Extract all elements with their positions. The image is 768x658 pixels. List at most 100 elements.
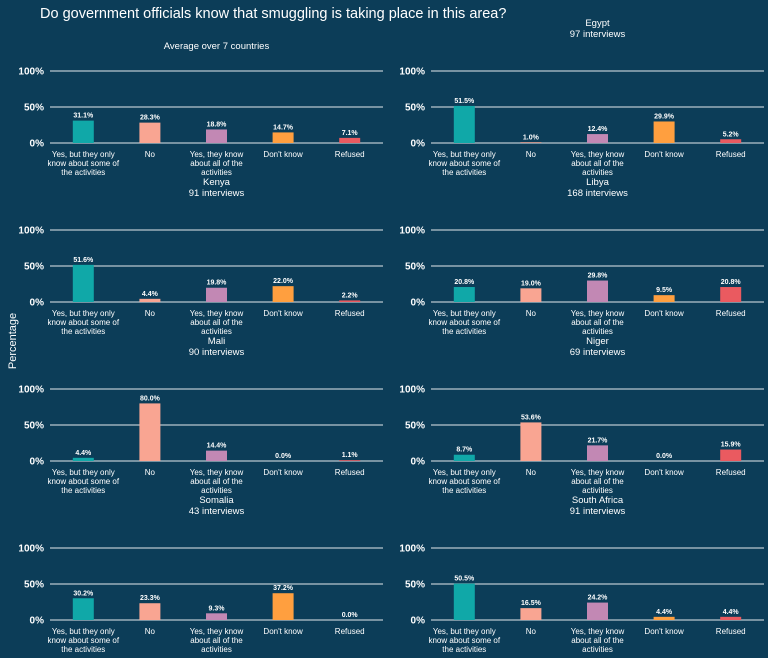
bar (720, 449, 742, 461)
bar-value-label: 1.0% (523, 134, 540, 141)
x-tick-label: Yes, but they only (52, 150, 115, 159)
panel-title: Egypt (585, 18, 610, 29)
x-tick-label: the activities (61, 327, 105, 336)
x-tick-label: Don't know (263, 309, 303, 318)
x-tick-label: Yes, they know (571, 468, 625, 477)
panel-subtitle: 69 interviews (570, 347, 626, 358)
x-tick-label: Yes, but they only (52, 627, 115, 636)
x-tick-label: know about some of (47, 318, 119, 327)
bar-value-label: 30.2% (73, 590, 94, 597)
x-tick-label: No (526, 309, 537, 318)
x-tick-label: Yes, but they only (433, 627, 496, 636)
bar-value-label: 9.5% (656, 287, 673, 294)
bar-value-label: 14.7% (273, 124, 294, 131)
bar (139, 298, 161, 302)
x-tick-label: Refused (716, 150, 746, 159)
y-tick-label: 50% (405, 262, 425, 273)
x-tick-label: Don't know (263, 468, 303, 477)
bar-value-label: 31.1% (73, 113, 94, 120)
x-tick-label: Yes, they know (190, 468, 244, 477)
bar (453, 454, 475, 461)
bar-value-label: 19.0% (521, 280, 542, 287)
x-tick-label: No (526, 468, 537, 477)
bar (139, 122, 161, 143)
bar (653, 616, 675, 620)
x-tick-label: activities (201, 645, 232, 654)
x-tick-label: Refused (716, 627, 746, 636)
x-tick-label: activities (582, 486, 613, 495)
bar-value-label: 16.5% (521, 600, 542, 607)
bar-value-label: 15.9% (721, 442, 742, 449)
bar-value-label: 20.8% (454, 279, 475, 286)
bar-value-label: 4.4% (142, 291, 159, 298)
y-tick-label: 100% (18, 544, 44, 555)
bar (272, 132, 294, 143)
x-tick-label: Refused (335, 627, 365, 636)
y-tick-label: 100% (18, 67, 44, 78)
y-tick-label: 0% (30, 457, 45, 468)
bar (339, 300, 361, 302)
bar-value-label: 4.4% (723, 609, 740, 616)
x-tick-label: No (526, 150, 537, 159)
bar-value-label: 5.2% (723, 131, 740, 138)
y-tick-label: 50% (24, 103, 44, 114)
bar (272, 286, 294, 302)
x-tick-label: know about some of (428, 477, 500, 486)
bar (453, 583, 475, 620)
x-tick-label: Yes, but they only (52, 468, 115, 477)
x-tick-label: No (145, 627, 156, 636)
bar (453, 287, 475, 302)
panel-subtitle: 168 interviews (567, 188, 628, 199)
y-tick-label: 50% (405, 103, 425, 114)
x-tick-label: Yes, they know (571, 309, 625, 318)
x-tick-label: the activities (61, 645, 105, 654)
bar (339, 137, 361, 143)
x-tick-label: Yes, but they only (433, 150, 496, 159)
x-tick-label: activities (582, 327, 613, 336)
bar-value-label: 22.0% (273, 278, 294, 285)
bar (520, 288, 542, 302)
bar-value-label: 4.4% (656, 609, 673, 616)
panel-title: Niger (586, 336, 609, 347)
bar (587, 134, 608, 143)
x-tick-label: the activities (442, 645, 486, 654)
x-tick-label: Yes, but they only (52, 309, 115, 318)
panel-title: Kenya (203, 177, 231, 188)
x-tick-label: No (145, 468, 156, 477)
bar-value-label: 18.8% (207, 121, 228, 128)
bar-value-label: 37.2% (273, 585, 294, 592)
panel-subtitle: 97 interviews (570, 29, 626, 40)
y-tick-label: 0% (30, 616, 45, 627)
panel-title: Average over 7 countries (164, 41, 270, 52)
y-tick-label: 100% (18, 385, 44, 396)
bar-value-label: 19.8% (207, 280, 228, 287)
x-tick-label: Yes, they know (571, 150, 625, 159)
bar-value-label: 0.0% (656, 453, 673, 460)
x-tick-label: Refused (716, 468, 746, 477)
x-tick-label: activities (201, 168, 232, 177)
x-tick-label: Don't know (644, 468, 684, 477)
bar-value-label: 7.1% (342, 130, 359, 137)
x-tick-label: activities (201, 327, 232, 336)
x-tick-label: about all of the (190, 477, 243, 486)
panel-subtitle: 91 interviews (570, 506, 626, 517)
bar (587, 280, 608, 302)
bar (72, 457, 94, 461)
x-tick-label: the activities (61, 168, 105, 177)
x-tick-label: activities (201, 486, 232, 495)
bar (206, 450, 227, 461)
x-tick-label: Don't know (644, 627, 684, 636)
bar-value-label: 2.2% (342, 292, 359, 299)
y-tick-label: 0% (411, 298, 426, 309)
bar (206, 129, 227, 143)
x-tick-label: know about some of (47, 477, 119, 486)
y-tick-label: 50% (405, 580, 425, 591)
y-tick-label: 100% (18, 226, 44, 237)
x-tick-label: Refused (335, 309, 365, 318)
x-tick-label: about all of the (190, 318, 243, 327)
y-tick-label: 50% (24, 580, 44, 591)
x-tick-label: Don't know (263, 627, 303, 636)
bar (206, 287, 227, 302)
x-tick-label: about all of the (571, 318, 624, 327)
